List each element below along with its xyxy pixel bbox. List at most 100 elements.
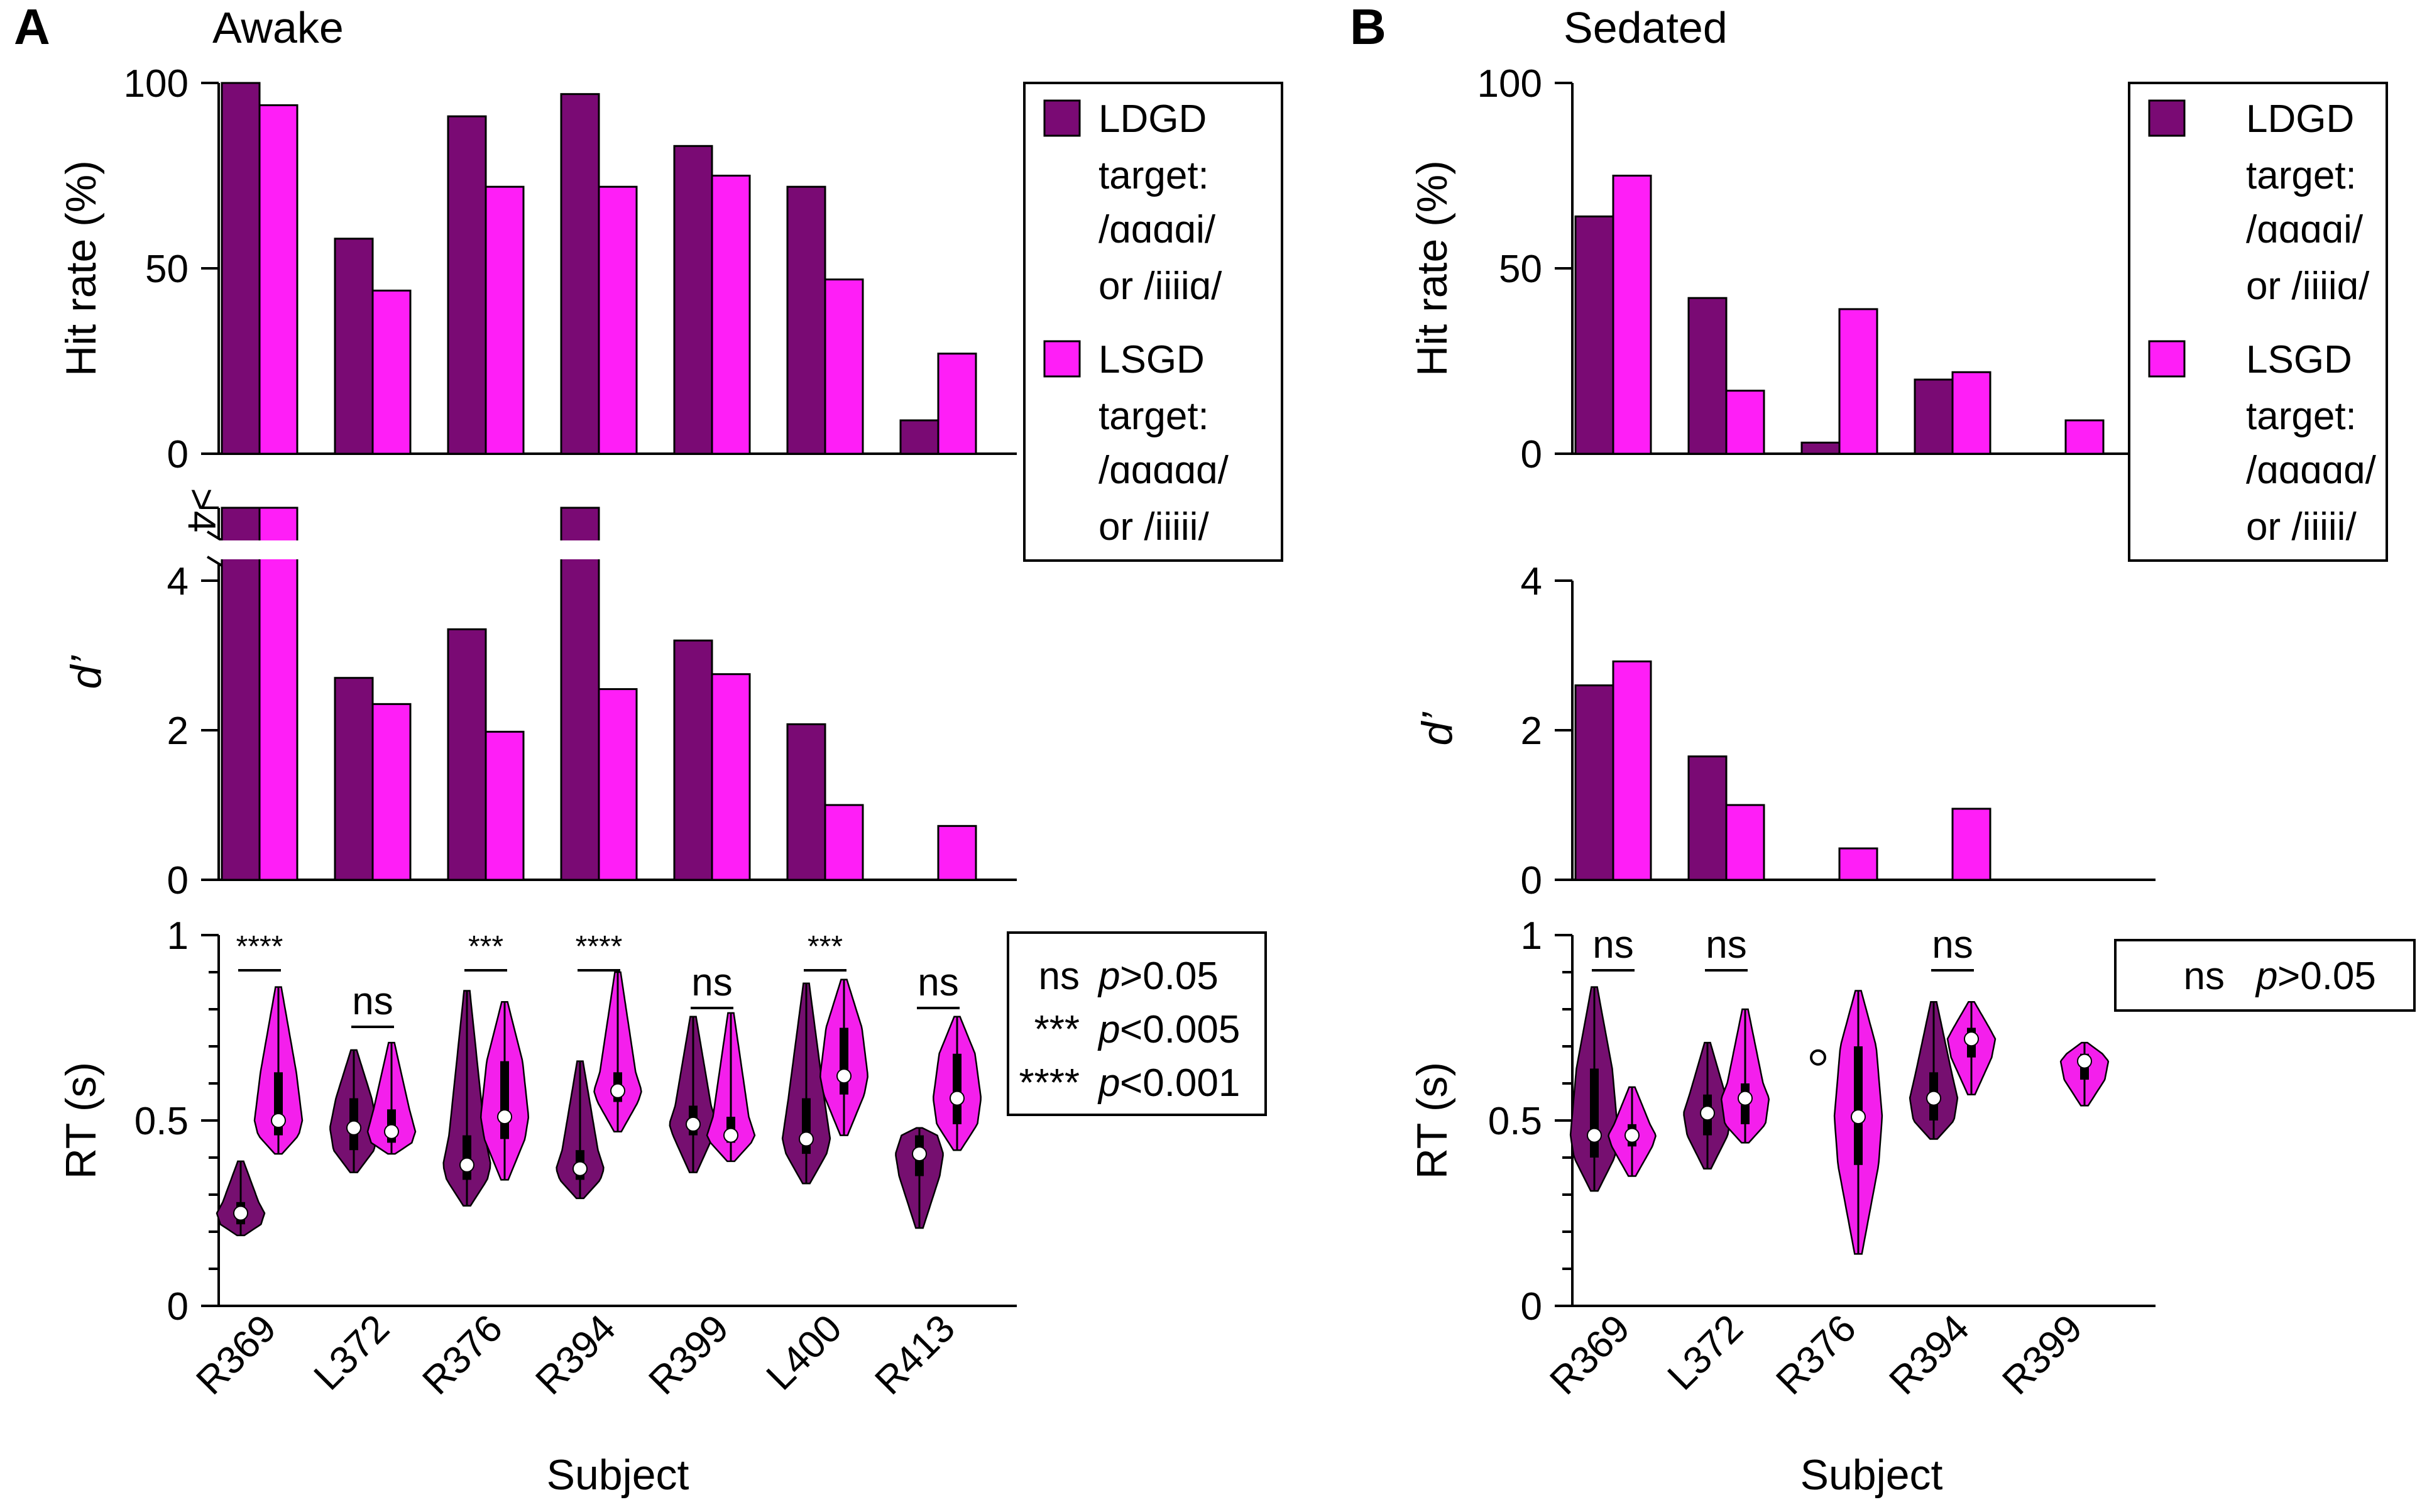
bar-lsgd-r376 [1838,847,1878,881]
x-tick-label-r376: R376 [414,1307,511,1403]
tick-label: 2 [167,709,189,753]
violin-median-lsgd-l372 [1738,1090,1753,1106]
y-axis-label: RT (s) [57,1062,105,1179]
tick-label: 0 [167,1285,189,1328]
bar-lsgd-r376 [485,730,525,881]
panel-b-title: Sedated [1564,3,1728,52]
bar-lsgd-r399 [711,175,751,455]
sig-legend-symbol: *** [1034,1008,1080,1051]
bar-ldgd-r376 [447,115,487,455]
panel-a-hitrate-bars [221,82,977,455]
panel-a-dprime-bars [219,507,977,881]
panel-b-letter: B [1350,0,1386,55]
legend-swatch-ldgd [2148,99,2186,137]
sig-legend-threshold: >0.05 [1120,955,1219,998]
bar-lsgd-l400 [824,804,864,881]
bar-ldgd-r413 [899,419,940,455]
bar-lsgd-r369 [258,104,299,455]
significance-label-r413: ns [918,961,958,1004]
tick-label-break: >4 [180,488,223,533]
violin-median-lsgd-r399 [2077,1053,2092,1069]
bar-ldgd-r394 [1914,378,1954,455]
bar-lsgd-r394 [1951,371,1991,455]
bar-lsgd-r394 [598,688,638,881]
y-axis-label: RT (s) [1408,1062,1456,1179]
legend-lsgd-line: /ɑɑɑɑɑ/ [1098,449,1229,492]
y-axis-label: d’ [1413,712,1461,746]
tick-label: 1 [167,914,189,958]
tick-label: 0 [1521,433,1542,476]
x-tick-label-r394: R394 [1881,1307,1978,1403]
bar-ldgd-r399 [673,145,713,455]
significance-label-r369: **** [236,930,283,963]
rt-outlier-ldgd-r376 [1810,1049,1826,1066]
panel-b-rt-violins: ns ns ns [1569,923,2110,1255]
bar-ldgd-l372 [334,238,374,455]
legend-ldgd-title: LDGD [1098,97,1207,141]
legend-ldgd-line: /ɑɑɑɑi/ [2246,208,2364,251]
sig-legend-p: p [1097,1008,1120,1051]
y-axis-label: d’ [62,655,110,689]
legend-ldgd-line: /ɑɑɑɑi/ [1098,208,1216,251]
sig-legend-threshold: >0.05 [2277,955,2376,998]
violin-median-lsgd-r399 [723,1127,738,1143]
violin-median-lsgd-r394 [1964,1031,1979,1047]
panel-a-legend: LDGD target: /ɑɑɑɑi/ or /iiiiɑ/ LSGD tar… [1023,82,1283,562]
tick-label: 1 [1521,914,1542,958]
x-tick-label-r376: R376 [1768,1307,1865,1403]
panel-b-dprime-axes: 4 2 0 d’ [1413,560,2156,902]
tick-label: 100 [1477,62,1542,106]
violin-median-ldgd-r394 [1926,1090,1941,1106]
x-tick-label-r413: R413 [867,1307,963,1403]
sig-legend-symbol: ns [1039,955,1080,998]
legend-lsgd-line: target: [1098,395,1209,438]
legend-lsgd-title: LSGD [2246,338,2352,381]
x-tick-label-r369: R369 [188,1307,285,1403]
bar-ldgd-r369 [221,82,261,455]
violin-median-lsgd-r413 [950,1090,965,1106]
bar-ldgd-l400 [786,723,826,881]
tick-label: 4 [1521,560,1542,603]
panel-a-significance-legend: ns p >0.05 *** p <0.005 **** p <0.001 [1007,931,1267,1116]
tick-label: 0.5 [1488,1100,1542,1143]
legend-swatch-lsgd [2148,340,2186,378]
bar-lsgd-r399 [711,673,751,881]
tick-label: 0 [1521,1285,1542,1328]
panel-a-title: Awake [212,3,344,52]
legend-lsgd-line: or /iiiii/ [1098,505,1209,549]
legend-swatch-lsgd [1043,340,1081,378]
x-tick-label-l400: L400 [759,1307,850,1398]
sig-legend-threshold: <0.005 [1120,1008,1240,1051]
bar-ldgd-r369 [1574,684,1614,881]
tick-label: 0 [1521,859,1542,902]
panel-b-hitrate-bars [1574,175,2105,455]
panel-a-rt-violins: ****ns*** ****ns***ns [216,930,982,1237]
violin-iqr-ldgd-r369 [1590,1068,1599,1158]
violin-iqr-lsgd-l400 [840,1027,848,1095]
violin-median-lsgd-r376 [1851,1109,1866,1125]
bar-ldgd-l372 [334,677,374,881]
bar-lsgd-r376 [1838,308,1878,455]
axis-break-gap [219,540,262,559]
significance-label-r394: **** [576,930,623,963]
panel-a-dprime-axes: >4 4 2 0 d’ [62,488,1017,902]
significance-label-r394: ns [1932,923,1973,967]
violin-median-lsgd-r369 [271,1113,286,1128]
bar-ldgd-l400 [786,185,826,455]
bar-ldgd-r376 [1800,441,1841,455]
panel-b: B Sedated 100 50 0 Hit rate (%) 4 2 0 d’ [1350,0,2416,1499]
violin-median-ldgd-l372 [1700,1105,1715,1121]
legend-ldgd-title: LDGD [2246,97,2354,141]
bar-ldgd-l372 [1687,755,1728,881]
tick-label: 4 [167,560,189,603]
sig-legend-p: p [1097,955,1120,998]
bar-lsgd-l372 [1725,390,1765,455]
sig-legend-p: p [2255,955,2277,998]
violin-iqr-lsgd-r376 [1854,1046,1863,1165]
tick-label: 50 [145,248,189,291]
x-tick-label-r399: R399 [640,1307,737,1403]
tick-label: 0 [167,859,189,902]
bar-lsgd-r399 [2064,419,2105,455]
violin-median-ldgd-r369 [233,1205,248,1221]
bar-lsgd-l372 [1725,804,1765,881]
